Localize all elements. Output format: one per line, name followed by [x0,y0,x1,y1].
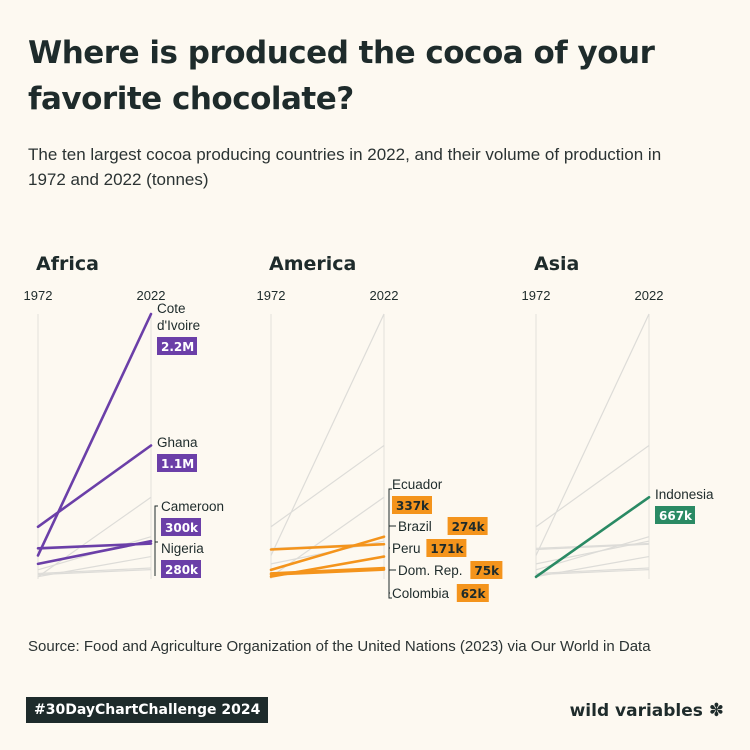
context-line [270,445,385,528]
series-label: Ghana 1.1M [157,435,198,472]
series-name: Brazil [398,519,432,534]
panel-title: America [269,253,356,275]
value-label: 62k [461,587,487,601]
value-label: 1.1M [161,457,194,471]
series-name: Cameroon [161,499,224,514]
chart-title: Where is produced the cocoa of your favo… [28,35,655,117]
panel-title: Asia [534,253,579,275]
series-label: Ecuador 337k [392,477,443,514]
context-line [535,445,650,528]
series-label: Nigeria 280k [154,541,204,578]
value-badge [157,454,197,472]
value-badge [447,517,488,535]
series-line [534,495,651,579]
series-line [269,542,386,551]
tick-label-end: 2022 [137,288,166,303]
value-label: 300k [165,521,199,535]
series-label: Cameroon 300k [154,499,224,542]
tick-label-start: 1972 [24,288,53,303]
value-badge [456,584,489,602]
series-line [269,535,386,572]
value-label: 667k [659,509,693,523]
panel-title: Africa [36,253,99,275]
value-label: 337k [396,499,430,513]
chart-subtitle: The ten largest cocoa producing countrie… [28,145,662,189]
series-line [269,568,386,576]
series-name: Ecuador [392,477,443,492]
context-line [535,542,650,549]
value-label: 75k [474,564,500,578]
series-name: d'Ivoire [157,318,200,333]
hashtag-badge: #30DayChartChallenge 2024 [26,697,269,723]
value-label: 274k [452,520,486,534]
series-name: Dom. Rep. [398,563,463,578]
value-label: 280k [165,563,199,577]
value-badge [392,496,432,514]
context-line [535,567,650,575]
panel-asia: Asia 1972 2022 Indonesia 667k [522,253,714,579]
series-label: Peru 171k [389,539,467,557]
tick-label-start: 1972 [257,288,286,303]
value-badge [157,337,197,355]
series-label: Colombia 62k [389,584,489,602]
label-bracket [154,541,158,576]
value-badge [470,561,503,579]
value-badge [655,506,695,524]
asterisk-flower-icon: ✽ [708,700,724,721]
series-line [36,444,153,529]
value-badge [161,560,201,578]
series-line [36,542,153,550]
context-line [37,567,152,575]
panel-america: America 1972 2022 Ecuador 337k Brazil 274k Peru… [257,253,503,602]
context-line [37,496,152,578]
brand-logo: wild variables ✽ [570,701,724,721]
tick-label-end: 2022 [370,288,399,303]
label-bracket [388,488,392,599]
series-line [36,312,153,557]
value-badge [426,539,467,557]
value-label: 2.2M [161,340,194,354]
context-line [535,568,650,576]
context-line [270,313,385,556]
series-name: Colombia [392,586,450,601]
tick-label-end: 2022 [635,288,664,303]
brand-name: wild variables [569,701,703,721]
series-label: Dom. Rep. 75k [389,561,503,579]
context-line [535,313,650,556]
value-label: 171k [430,542,464,556]
series-name: Ghana [157,435,198,450]
context-line [37,568,152,576]
series-label: Cote d'Ivoire 2.2M [157,301,200,355]
context-line [535,543,650,551]
series-name: Nigeria [161,541,204,556]
source-note: Source: Food and Agriculture Organizatio… [28,638,651,655]
series-name: Cote [157,301,186,316]
series-label: Brazil 274k [389,517,488,535]
tick-label-start: 1972 [522,288,551,303]
series-name: Peru [392,541,421,556]
series-name: Indonesia [655,487,714,502]
series-label: Indonesia 667k [655,487,714,524]
value-badge [161,518,201,536]
label-bracket [154,505,158,542]
